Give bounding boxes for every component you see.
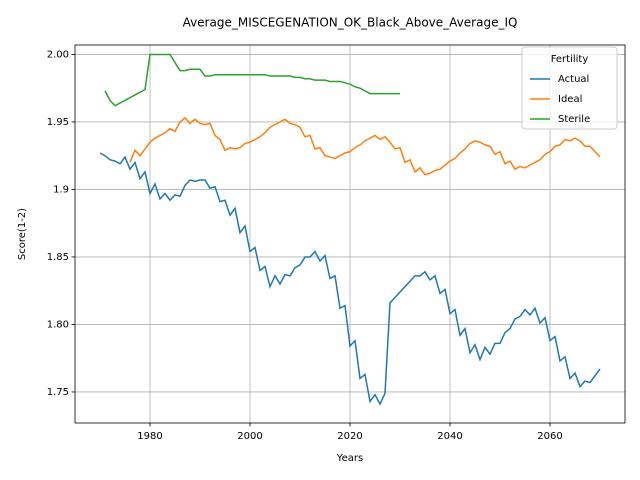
legend-label: Actual bbox=[558, 74, 589, 85]
y-axis-label: Score(1-2) bbox=[17, 208, 28, 260]
x-tick-label: 2020 bbox=[337, 431, 362, 442]
legend-title: Fertility bbox=[551, 54, 589, 65]
series-line bbox=[104, 53, 400, 107]
series-line bbox=[99, 152, 601, 406]
y-tick-label: 1.95 bbox=[47, 117, 69, 128]
x-tick-label: 2060 bbox=[537, 431, 562, 442]
series-line bbox=[129, 116, 601, 176]
plot-frame bbox=[74, 44, 626, 424]
legend-label: Ideal bbox=[558, 94, 582, 105]
y-tick-label: 1.80 bbox=[47, 319, 69, 330]
x-tick-label: 2040 bbox=[437, 431, 462, 442]
x-tick-label: 2000 bbox=[237, 431, 262, 442]
legend-box bbox=[521, 46, 618, 130]
y-tick-label: 1.75 bbox=[47, 387, 69, 398]
legend-label: Sterile bbox=[558, 114, 590, 125]
y-tick-label: 2.00 bbox=[47, 49, 69, 60]
y-tick-label: 1.9 bbox=[53, 184, 69, 195]
chart-title: Average_MISCEGENATION_OK_Black_Above_Ave… bbox=[183, 16, 518, 30]
y-tick-label: 1.85 bbox=[47, 252, 69, 263]
x-tick-label: 1980 bbox=[137, 431, 162, 442]
x-axis-label: Years bbox=[336, 453, 363, 464]
